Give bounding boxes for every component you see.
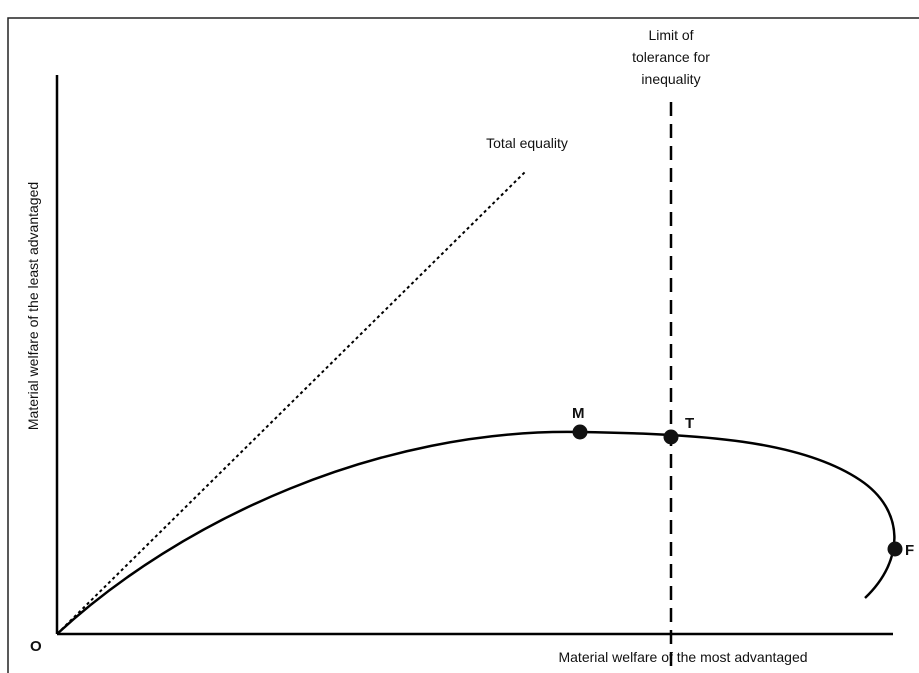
point-t bbox=[663, 429, 679, 445]
welfare-curve bbox=[56, 430, 896, 635]
point-label: M bbox=[572, 405, 585, 422]
x-axis-label: Material welfare of the most advantaged bbox=[558, 649, 807, 665]
limit-label: Limit of bbox=[648, 27, 693, 43]
frame bbox=[7, 17, 919, 673]
limit-label: inequality bbox=[641, 71, 700, 87]
point-label: T bbox=[685, 415, 694, 432]
limit-label: tolerance for bbox=[632, 49, 710, 65]
equality-line bbox=[56, 171, 526, 635]
point-f bbox=[887, 541, 903, 557]
y-axis-label: Material welfare of the least advantaged bbox=[25, 182, 41, 430]
point-m bbox=[572, 424, 588, 440]
point-label: F bbox=[905, 542, 914, 559]
equality-label: Total equality bbox=[486, 135, 568, 151]
origin-label: O bbox=[30, 638, 42, 655]
